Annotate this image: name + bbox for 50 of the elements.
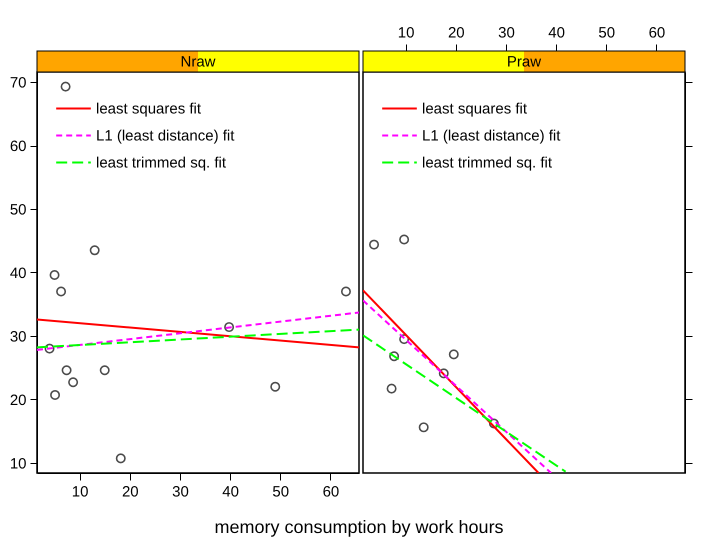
x-tick-label: 30 [172, 484, 189, 500]
y-tick-label: 40 [10, 265, 26, 282]
point [386, 384, 397, 394]
x-tick-label: 40 [548, 24, 565, 42]
point [340, 286, 351, 297]
x-tick-label: 10 [72, 484, 88, 500]
y-tick-label: 50 [10, 202, 26, 219]
legend-label: L1 (least distance) fit [422, 128, 562, 144]
point [399, 334, 410, 344]
point [116, 453, 126, 464]
chart-title: Praw [506, 54, 542, 70]
point [44, 344, 55, 354]
point [438, 368, 449, 378]
point [418, 422, 429, 432]
legend-label: least trimmed sq. fit [422, 154, 553, 172]
x-tick-label: 40 [222, 484, 239, 500]
point [62, 365, 72, 376]
legend-label: least squares fit [422, 100, 528, 118]
point [68, 377, 78, 388]
point [90, 245, 100, 256]
x-tick-label: 20 [122, 484, 139, 500]
x-tick-label: 10 [398, 24, 414, 42]
point [56, 286, 66, 297]
y-tick-label: 20 [10, 392, 26, 409]
x-tick-label: 20 [448, 24, 465, 42]
x-tick-label: 50 [598, 24, 616, 42]
point [448, 349, 459, 360]
point [50, 390, 60, 400]
legend-label: L1 (least distance) fit [96, 128, 236, 144]
y-tick-label: 70 [10, 74, 26, 92]
legend-label: least squares fit [96, 100, 202, 118]
point [399, 234, 410, 244]
point [369, 240, 380, 250]
y-tick-label: 60 [10, 138, 26, 156]
point [270, 382, 280, 392]
point [100, 365, 110, 376]
x-tick-label: 60 [648, 24, 666, 42]
point [389, 351, 400, 362]
point [50, 270, 60, 280]
x-tick-label: 30 [498, 24, 515, 42]
point [60, 82, 71, 92]
legend-label: least trimmed sq. fit [96, 154, 227, 172]
y-tick-label: 30 [10, 328, 26, 346]
y-tick-label: 10 [10, 455, 26, 472]
point [488, 418, 499, 428]
chart-title: Nraw [180, 54, 216, 70]
x-tick-label: 50 [272, 484, 290, 500]
x-axis-title: memory consumption by work hours [214, 517, 504, 537]
x-tick-label: 60 [322, 484, 340, 500]
point [224, 322, 234, 332]
